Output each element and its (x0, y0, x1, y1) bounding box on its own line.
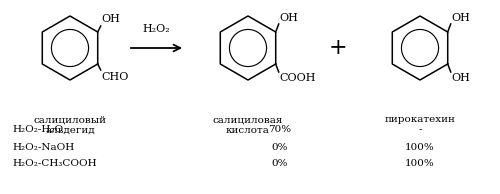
Text: +: + (328, 37, 347, 59)
Text: OH: OH (280, 13, 298, 23)
Text: 100%: 100% (405, 143, 435, 152)
Text: H₂O₂: H₂O₂ (142, 24, 171, 34)
Text: 0%: 0% (272, 158, 288, 167)
Text: OH: OH (452, 13, 470, 23)
Text: 100%: 100% (405, 158, 435, 167)
Text: OH: OH (452, 73, 470, 83)
Text: H₂O₂-H₂O: H₂O₂-H₂O (12, 126, 63, 134)
Text: -: - (418, 126, 422, 134)
Text: COOH: COOH (280, 73, 316, 83)
Text: H₂O₂-NaOH: H₂O₂-NaOH (12, 143, 74, 152)
Text: салициловая
кислота: салициловая кислота (213, 115, 283, 135)
Text: салициловый
альдегид: салициловый альдегид (34, 115, 106, 135)
Text: OH: OH (102, 14, 120, 24)
Text: 0%: 0% (272, 143, 288, 152)
Text: H₂O₂-CH₃COOH: H₂O₂-CH₃COOH (12, 158, 96, 167)
Text: 70%: 70% (268, 126, 291, 134)
Text: CHO: CHO (102, 72, 129, 82)
Text: пирокатехин: пирокатехин (384, 115, 456, 124)
